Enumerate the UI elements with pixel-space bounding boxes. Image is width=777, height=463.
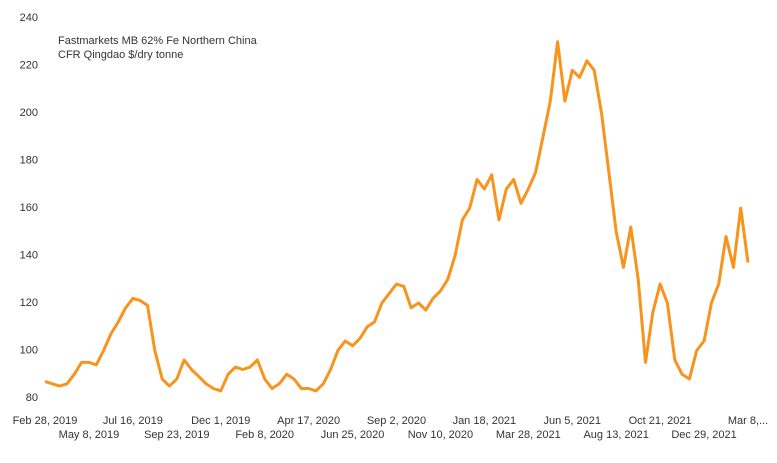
x-tick-label: Aug 13, 2021	[583, 429, 648, 441]
x-tick-label: Nov 10, 2020	[408, 429, 473, 441]
y-tick-label: 240	[20, 12, 38, 24]
y-tick-label: 220	[20, 59, 38, 71]
chart-subtitle: CFR Qingdao $/dry tonne	[58, 49, 183, 61]
price-line	[44, 40, 750, 393]
y-tick-label: 100	[20, 344, 38, 356]
y-tick-label: 200	[20, 107, 38, 119]
y-tick-label: 160	[20, 202, 38, 214]
x-tick-label: Jun 5, 2021	[544, 415, 602, 427]
x-tick-label: Apr 17, 2020	[277, 415, 340, 427]
x-tick-label: Jun 25, 2020	[321, 429, 385, 441]
x-tick-label: Dec 1, 2019	[191, 415, 250, 427]
y-tick-label: 80	[26, 392, 38, 404]
x-tick-label: Jan 18, 2021	[453, 415, 517, 427]
x-tick-label: May 8, 2019	[59, 429, 120, 441]
y-tick-label: 120	[20, 297, 38, 309]
x-tick-label: Jul 16, 2019	[103, 415, 163, 427]
y-tick-label: 180	[20, 154, 38, 166]
x-tick-label: Sep 23, 2019	[144, 429, 209, 441]
x-tick-label: Oct 21, 2021	[629, 415, 692, 427]
x-tick-label: Sep 2, 2020	[367, 415, 426, 427]
y-tick-label: 140	[20, 249, 38, 261]
x-tick-label: Feb 8, 2020	[235, 429, 294, 441]
chart-title: Fastmarkets MB 62% Fe Northern China	[58, 35, 258, 47]
x-tick-label: Feb 28, 2019	[13, 415, 78, 427]
x-tick-label: Mar 28, 2021	[496, 429, 561, 441]
x-tick-label: Mar 8,...	[728, 415, 768, 427]
x-tick-label: Dec 29, 2021	[671, 429, 736, 441]
